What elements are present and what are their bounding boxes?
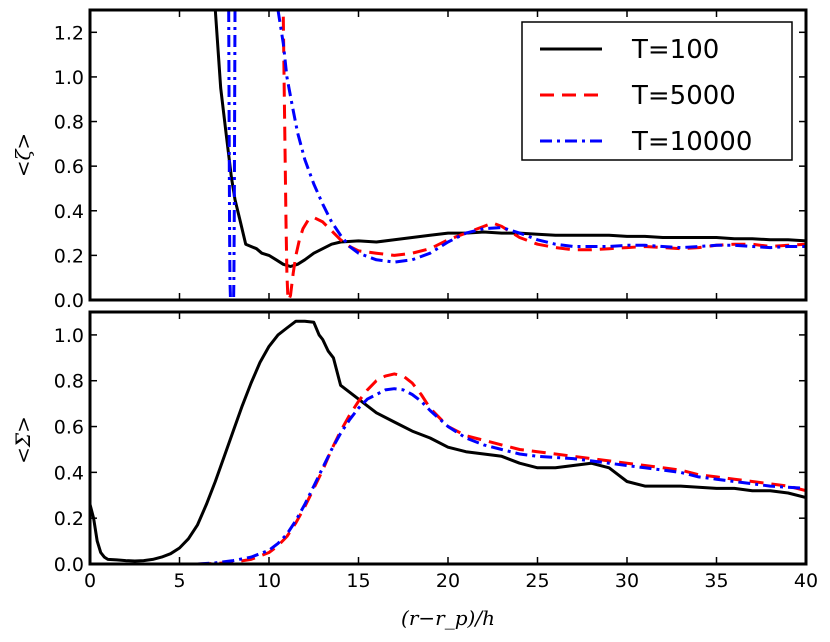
- top-y-tick-label: 0.2: [54, 245, 84, 267]
- top-y-tick-label: 1.2: [54, 22, 84, 44]
- top-y-tick-label: 1.0: [54, 67, 84, 89]
- top-y-tick-label: 0.0: [54, 290, 84, 312]
- top-series-group: [213, 10, 806, 300]
- bottom-y-tick-label: 0.4: [54, 462, 84, 484]
- bottom-y-tick-label: 1.0: [54, 325, 84, 347]
- top-y-tick-label: 0.8: [54, 112, 84, 134]
- bottom-y-tick-label: 0.6: [54, 417, 84, 439]
- bottom-y-tick-label: 0.2: [54, 508, 84, 530]
- x-tick-label: 15: [346, 570, 370, 592]
- top-plot-frame: [88, 8, 808, 302]
- legend-label-t100: T=100: [631, 35, 719, 65]
- top-y-tick-label: 0.4: [54, 201, 84, 223]
- bottom-plot-frame: [88, 310, 808, 566]
- x-tick-label: 20: [436, 570, 460, 592]
- top-series-t10000: [276, 10, 806, 264]
- legend-label-t10000: T=10000: [631, 127, 752, 157]
- legend-label-t5000: T=5000: [631, 81, 736, 111]
- top-panel: 0.0 0.2 0.4 0.6 0.8 1.0 1.2 <ζ> T=100 T=5000 T…: [11, 8, 808, 312]
- x-tick-label: 5: [173, 570, 185, 592]
- top-series-t10000-segment-1: [227, 10, 232, 300]
- bottom-y-tick-label: 0.0: [54, 554, 84, 576]
- top-series-t100: [213, 10, 806, 268]
- x-axis-label: (r−r_p)/h: [401, 606, 495, 630]
- x-tick-label: 40: [794, 570, 818, 592]
- x-tick-label: 35: [704, 570, 728, 592]
- top-y-tick-label: 0.6: [54, 156, 84, 178]
- x-tick-label: 25: [525, 570, 549, 592]
- legend-box: [521, 21, 793, 161]
- bottom-series-t100: [90, 319, 806, 563]
- bottom-series-group: [90, 319, 806, 564]
- x-tick-label: 0: [84, 570, 96, 592]
- bottom-y-axis-label: <Σ>: [11, 416, 35, 464]
- top-y-axis-label: <ζ>: [11, 133, 35, 177]
- bottom-ticks: 0.0 0.2 0.4 0.6 0.8 1.0 0 5 10 15 20 25 30 35 40: [54, 312, 818, 592]
- top-series-t10000-segment-2: [232, 10, 237, 300]
- x-tick-label: 10: [257, 570, 281, 592]
- bottom-y-tick-label: 0.8: [54, 371, 84, 393]
- bottom-series-t5000: [197, 372, 806, 564]
- legend: T=100 T=5000 T=10000: [521, 21, 793, 161]
- top-series-t5000: [281, 16, 806, 300]
- bottom-panel: 0.0 0.2 0.4 0.6 0.8 1.0 0 5 10 15 20 25 30 35 40 <Σ> (…: [11, 310, 818, 630]
- x-tick-label: 30: [615, 570, 639, 592]
